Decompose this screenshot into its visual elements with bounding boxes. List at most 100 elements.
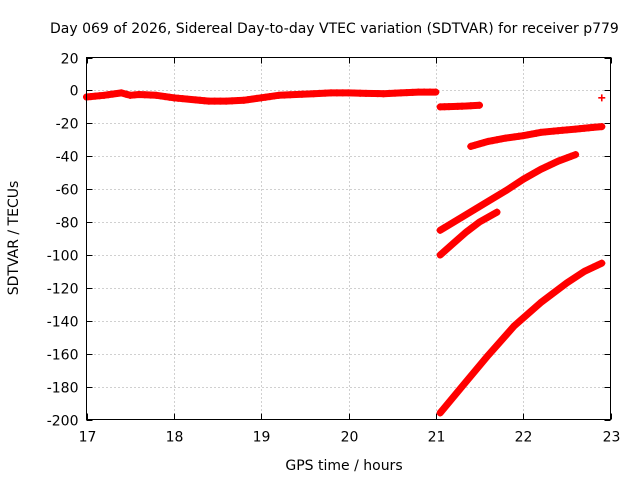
y-tick-label: -60 xyxy=(56,183,79,199)
data-point xyxy=(445,221,453,229)
data-point xyxy=(580,267,588,275)
series-main xyxy=(83,88,440,105)
data-point xyxy=(585,265,593,273)
x-tick-label: 18 xyxy=(166,430,184,446)
data-point xyxy=(522,312,530,320)
data-point xyxy=(436,409,444,417)
data-point xyxy=(593,261,601,269)
series-outlier xyxy=(598,94,606,102)
data-point xyxy=(467,225,475,233)
data-point xyxy=(441,247,449,255)
data-point xyxy=(476,140,483,148)
data-point xyxy=(471,221,479,229)
data-point xyxy=(441,224,449,232)
data-point xyxy=(507,325,515,333)
data-point xyxy=(524,173,532,181)
data-point xyxy=(445,243,453,251)
data-point xyxy=(563,154,571,162)
data-point xyxy=(533,302,541,310)
data-point xyxy=(489,195,497,203)
data-point xyxy=(502,187,510,195)
series-seg-b xyxy=(467,123,606,150)
data-point xyxy=(554,157,562,165)
x-axis-label: GPS time / hours xyxy=(285,458,402,474)
data-point xyxy=(489,137,497,145)
series-seg-a xyxy=(436,101,483,111)
data-point xyxy=(494,340,502,348)
data-point xyxy=(471,205,479,213)
data-point xyxy=(504,329,512,337)
data-point xyxy=(567,276,575,284)
y-axis-label: SDTVAR / TECUs xyxy=(6,181,22,296)
x-ticks: 17 18 19 20 21 22 23 xyxy=(79,57,621,446)
data-point xyxy=(541,163,549,171)
plot-frame xyxy=(86,57,611,420)
data-point xyxy=(537,165,545,173)
data-point xyxy=(467,208,475,216)
data-point xyxy=(471,141,479,149)
data-point xyxy=(572,151,580,159)
x-tick-label: 17 xyxy=(79,430,97,446)
data-point xyxy=(484,213,492,221)
data-point xyxy=(532,129,540,137)
data-point xyxy=(519,132,527,140)
data-point xyxy=(458,213,466,221)
data-point xyxy=(589,263,597,271)
data-point xyxy=(572,273,580,281)
data-point xyxy=(544,293,552,301)
y-tick-label: -200 xyxy=(47,414,79,430)
grid xyxy=(86,57,611,420)
series-seg-d xyxy=(436,208,501,259)
y-tick-label: -100 xyxy=(47,249,79,265)
data-point xyxy=(493,192,501,200)
data-point xyxy=(497,135,505,143)
data-point xyxy=(122,90,130,98)
data-point xyxy=(117,89,125,97)
data-point xyxy=(529,305,537,313)
y-tick-label: -80 xyxy=(56,216,79,232)
data-point xyxy=(497,189,505,197)
data-point xyxy=(458,232,466,240)
data-point xyxy=(454,236,462,244)
data-point xyxy=(480,139,488,147)
data-point xyxy=(519,175,527,183)
data-point xyxy=(436,251,444,259)
y-tick-label: 0 xyxy=(70,84,79,100)
data-point xyxy=(467,142,475,150)
x-tick-label: 21 xyxy=(428,430,446,446)
data-point xyxy=(471,367,479,375)
data-point xyxy=(476,101,483,109)
y-tick-label: -120 xyxy=(47,282,79,298)
series-seg-e xyxy=(436,259,606,417)
x-tick-label: 22 xyxy=(515,430,533,446)
data-point xyxy=(476,203,483,211)
data-point xyxy=(506,184,514,192)
data-point xyxy=(528,170,536,178)
data-point xyxy=(525,309,533,317)
y-tick-label: 20 xyxy=(61,52,79,68)
data-point xyxy=(510,181,518,189)
data-point xyxy=(458,383,466,391)
data-point xyxy=(489,211,497,219)
data-point xyxy=(481,355,489,363)
data-point xyxy=(518,315,526,323)
data-point xyxy=(484,137,492,145)
data-point xyxy=(462,228,470,236)
data-point xyxy=(567,152,575,160)
data-point xyxy=(598,94,606,102)
data-point xyxy=(555,285,563,293)
data-point xyxy=(501,333,509,341)
series-band xyxy=(436,259,606,417)
y-ticks: 20 0 -20 -40 -60 -80 -100 -120 -140 -160 -180 -200 xyxy=(47,52,611,430)
data-point xyxy=(514,318,522,326)
data-point xyxy=(532,168,540,176)
x-tick-label: 23 xyxy=(603,430,621,446)
data-point xyxy=(528,130,536,138)
data-point xyxy=(462,210,470,218)
data-point xyxy=(474,363,482,371)
data-point xyxy=(432,88,440,96)
y-tick-label: -140 xyxy=(47,315,79,331)
data-point xyxy=(550,159,558,167)
y-tick-label: -160 xyxy=(47,348,79,364)
data-point xyxy=(480,216,488,224)
